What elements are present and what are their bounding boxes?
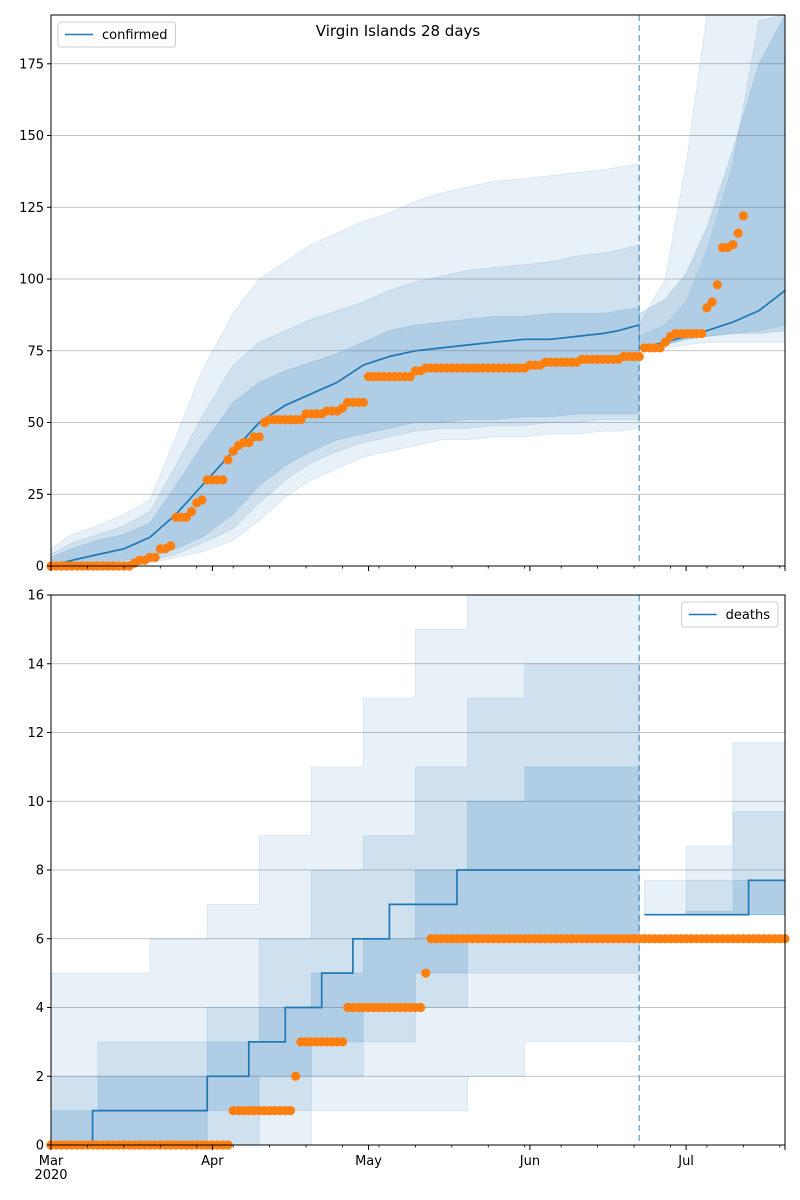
deaths-points bbox=[46, 934, 790, 1150]
observed-point bbox=[337, 1037, 348, 1047]
observed-point bbox=[150, 552, 160, 562]
observed-point bbox=[285, 1106, 296, 1116]
forecast-band bbox=[638, 15, 785, 349]
observed-point bbox=[738, 211, 748, 221]
observed-point bbox=[416, 1002, 426, 1013]
confidence-band bbox=[51, 595, 640, 1145]
y-tick-label: 25 bbox=[27, 488, 44, 503]
deaths-bands bbox=[51, 595, 785, 1145]
observed-point bbox=[728, 239, 738, 250]
observed-point bbox=[421, 968, 431, 978]
forecast-band bbox=[638, 15, 785, 349]
y-tick-label: 175 bbox=[19, 57, 44, 72]
observed-point bbox=[707, 297, 717, 307]
confirmed-points bbox=[46, 211, 748, 571]
y-tick-label: 2 bbox=[36, 1070, 44, 1085]
forecast-band bbox=[638, 15, 785, 349]
observed-point bbox=[697, 328, 707, 339]
fit-line bbox=[51, 324, 640, 566]
deaths-fit-line bbox=[51, 869, 785, 1145]
legend-box bbox=[57, 21, 177, 48]
legend-box bbox=[681, 601, 779, 628]
x-tick-label: Jul bbox=[677, 1154, 694, 1169]
deaths-legend: deaths bbox=[681, 601, 779, 628]
x-tick-label: Jun bbox=[519, 1154, 540, 1169]
observed-point bbox=[291, 1071, 301, 1081]
chart-title: Virgin Islands 28 days bbox=[316, 22, 481, 40]
observed-point bbox=[358, 397, 368, 408]
y-tick-label: 75 bbox=[27, 344, 44, 359]
forecast-line bbox=[644, 879, 785, 916]
observed-point bbox=[218, 475, 228, 485]
observed-point bbox=[712, 280, 722, 290]
confirmed-legend: confirmed bbox=[57, 21, 177, 48]
observed-point bbox=[186, 506, 197, 517]
x-tick-label: Mar bbox=[39, 1154, 64, 1169]
y-tick-label: 0 bbox=[36, 1139, 44, 1154]
y-tick-label: 125 bbox=[19, 201, 44, 216]
x-tick-label: 2020 bbox=[34, 1168, 67, 1183]
confirmed-axes-frame bbox=[50, 14, 786, 567]
confirmed-x-ticks bbox=[50, 566, 786, 571]
y-tick-label: 100 bbox=[19, 273, 44, 288]
y-tick-label: 4 bbox=[36, 1001, 44, 1016]
y-tick-label: 50 bbox=[27, 416, 44, 431]
observed-point bbox=[733, 228, 743, 238]
observed-point bbox=[254, 432, 264, 442]
y-tick-label: 6 bbox=[36, 932, 44, 947]
x-tick-label: Apr bbox=[201, 1154, 224, 1169]
legend-entry-deaths: deaths bbox=[726, 608, 771, 623]
confirmed-y-ticks: 0 25 50 75 100 125 150 175 bbox=[19, 57, 51, 575]
deaths-y-ticks: 0 2 4 6 8 10 12 14 16 bbox=[27, 589, 51, 1154]
y-tick-label: 10 bbox=[27, 795, 44, 810]
x-tick-label: May bbox=[355, 1154, 382, 1169]
observed-point bbox=[166, 541, 176, 551]
observed-point bbox=[197, 495, 207, 505]
y-tick-label: 12 bbox=[27, 726, 44, 741]
y-tick-label: 14 bbox=[27, 657, 44, 672]
y-tick-label: 150 bbox=[19, 129, 44, 144]
fit-line bbox=[51, 869, 640, 1145]
y-tick-label: 8 bbox=[36, 864, 44, 879]
observed-point bbox=[634, 351, 644, 362]
y-tick-label: 0 bbox=[36, 560, 44, 575]
observed-point bbox=[223, 455, 233, 465]
y-tick-label: 16 bbox=[27, 589, 44, 604]
legend-entry-confirmed: confirmed bbox=[102, 28, 168, 43]
confirmed-panel: 0 25 50 75 100 125 150 175 Virgin Islands 28 da… bbox=[19, 14, 786, 575]
